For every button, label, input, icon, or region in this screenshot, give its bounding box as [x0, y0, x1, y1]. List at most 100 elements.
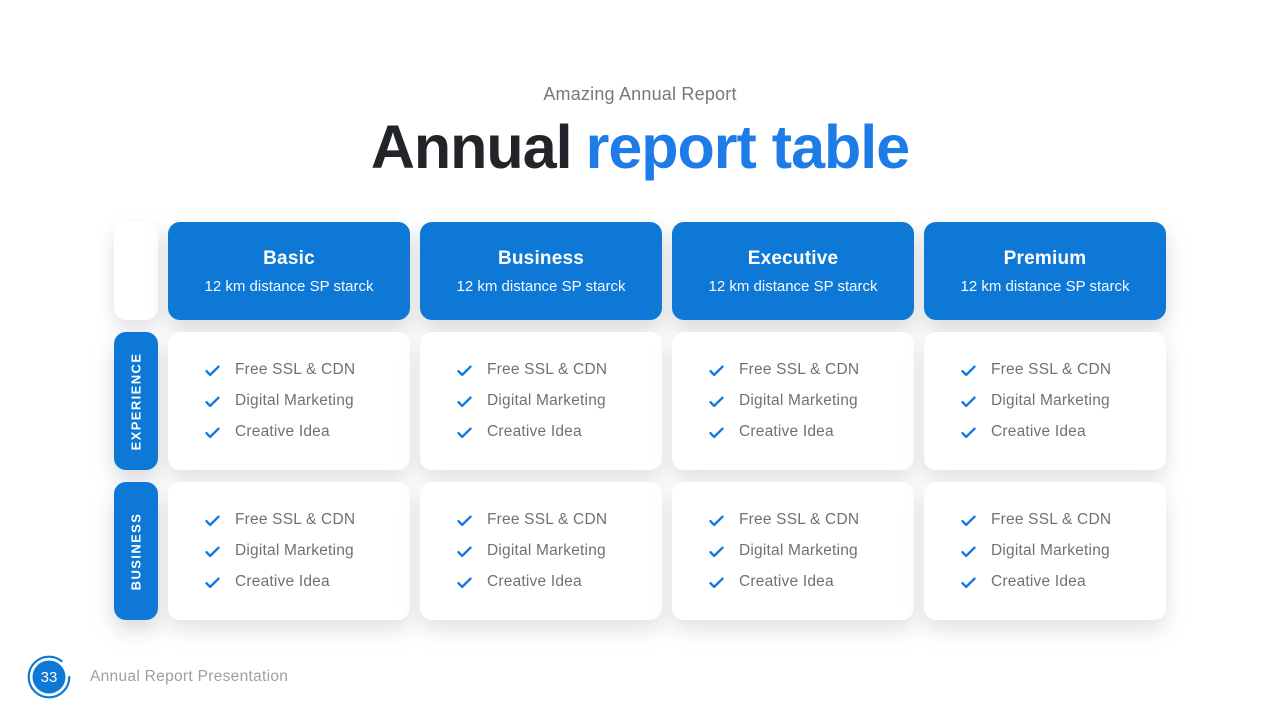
- feature-label: Digital Marketing: [739, 542, 858, 559]
- check-icon: [709, 514, 724, 526]
- feature-label: Digital Marketing: [487, 392, 606, 409]
- column-header: Premium 12 km distance SP starck: [924, 222, 1166, 320]
- check-icon: [961, 364, 976, 376]
- column-title: Basic: [263, 247, 315, 269]
- feature-item: Digital Marketing: [708, 542, 859, 560]
- check-icon: [961, 426, 976, 438]
- feature-label: Creative Idea: [739, 423, 834, 440]
- feature-list: Free SSL & CDN Digital Marketing Creativ…: [924, 361, 1111, 441]
- table-cell: Free SSL & CDN Digital Marketing Creativ…: [672, 482, 914, 620]
- check-icon: [205, 364, 220, 376]
- row-label: BUSINESS: [114, 482, 158, 620]
- column-title: Premium: [1003, 247, 1087, 269]
- feature-label: Free SSL & CDN: [991, 511, 1112, 528]
- check-icon: [709, 364, 724, 376]
- title-part-dark: Annual: [370, 113, 573, 181]
- check-icon: [457, 545, 472, 557]
- feature-item: Free SSL & CDN: [204, 361, 355, 379]
- row-label-text: EXPERIENCE: [128, 352, 144, 450]
- check-icon: [709, 426, 724, 438]
- check-icon: [457, 514, 472, 526]
- table-cell: Free SSL & CDN Digital Marketing Creativ…: [420, 482, 662, 620]
- footer-label: Annual Report Presentation: [90, 668, 289, 685]
- column-subtitle: 12 km distance SP starck: [456, 277, 626, 295]
- feature-item: Digital Marketing: [960, 542, 1111, 560]
- feature-item: Free SSL & CDN: [708, 361, 859, 379]
- feature-item: Creative Idea: [456, 423, 607, 441]
- feature-label: Digital Marketing: [235, 392, 354, 409]
- feature-item: Creative Idea: [708, 423, 859, 441]
- check-icon: [205, 576, 220, 588]
- footer: 33 Annual Report Presentation: [26, 654, 288, 700]
- table-corner-cell: [114, 222, 158, 320]
- feature-label: Free SSL & CDN: [235, 511, 356, 528]
- feature-item: Creative Idea: [708, 573, 859, 591]
- check-icon: [205, 514, 220, 526]
- feature-label: Digital Marketing: [739, 392, 858, 409]
- column-header: Business 12 km distance SP starck: [420, 222, 662, 320]
- feature-list: Free SSL & CDN Digital Marketing Creativ…: [420, 361, 607, 441]
- feature-label: Creative Idea: [487, 423, 582, 440]
- slide-subtitle: Amazing Annual Report: [543, 84, 737, 104]
- page-number: 33: [41, 669, 58, 686]
- badge-circle: [32, 660, 66, 694]
- table-cell: Free SSL & CDN Digital Marketing Creativ…: [924, 332, 1166, 470]
- check-icon: [457, 395, 472, 407]
- check-icon: [205, 395, 220, 407]
- feature-item: Creative Idea: [456, 573, 607, 591]
- feature-item: Free SSL & CDN: [960, 511, 1111, 529]
- feature-item: Digital Marketing: [204, 392, 355, 410]
- badge-ring: [27, 655, 71, 699]
- feature-label: Digital Marketing: [487, 542, 606, 559]
- check-icon: [457, 576, 472, 588]
- feature-label: Digital Marketing: [991, 392, 1110, 409]
- table-cell: Free SSL & CDN Digital Marketing Creativ…: [168, 332, 410, 470]
- column-title: Business: [497, 247, 585, 269]
- feature-label: Free SSL & CDN: [991, 361, 1112, 378]
- page-number-badge: 33: [27, 655, 71, 699]
- column-header: Executive 12 km distance SP starck: [672, 222, 914, 320]
- check-icon: [709, 545, 724, 557]
- feature-label: Free SSL & CDN: [739, 511, 860, 528]
- check-icon: [709, 576, 724, 588]
- check-icon: [205, 545, 220, 557]
- feature-label: Free SSL & CDN: [487, 361, 608, 378]
- title-part-accent: report table: [585, 113, 911, 181]
- column-subtitle: 12 km distance SP starck: [960, 277, 1130, 295]
- feature-label: Free SSL & CDN: [487, 511, 608, 528]
- check-icon: [961, 576, 976, 588]
- feature-label: Creative Idea: [487, 573, 582, 590]
- feature-label: Free SSL & CDN: [739, 361, 860, 378]
- feature-list: Free SSL & CDN Digital Marketing Creativ…: [672, 361, 859, 441]
- table-cell: Free SSL & CDN Digital Marketing Creativ…: [420, 332, 662, 470]
- feature-item: Free SSL & CDN: [708, 511, 859, 529]
- row-label-text: BUSINESS: [128, 512, 144, 590]
- feature-label: Creative Idea: [991, 573, 1086, 590]
- feature-item: Digital Marketing: [204, 542, 355, 560]
- feature-item: Creative Idea: [204, 423, 355, 441]
- feature-list: Free SSL & CDN Digital Marketing Creativ…: [168, 511, 355, 591]
- page-title: Annual report table: [0, 113, 1280, 181]
- check-icon: [961, 514, 976, 526]
- check-icon: [457, 364, 472, 376]
- feature-item: Free SSL & CDN: [456, 511, 607, 529]
- feature-label: Free SSL & CDN: [235, 361, 356, 378]
- table-cell: Free SSL & CDN Digital Marketing Creativ…: [672, 332, 914, 470]
- column-header: Basic 12 km distance SP starck: [168, 222, 410, 320]
- check-icon: [457, 426, 472, 438]
- column-subtitle: 12 km distance SP starck: [708, 277, 878, 295]
- check-icon: [961, 395, 976, 407]
- feature-item: Free SSL & CDN: [960, 361, 1111, 379]
- row-label: EXPERIENCE: [114, 332, 158, 470]
- feature-list: Free SSL & CDN Digital Marketing Creativ…: [672, 511, 859, 591]
- feature-label: Digital Marketing: [235, 542, 354, 559]
- feature-item: Digital Marketing: [708, 392, 859, 410]
- feature-label: Digital Marketing: [991, 542, 1110, 559]
- report-table: Basic 12 km distance SP starck Business …: [114, 222, 1166, 620]
- feature-list: Free SSL & CDN Digital Marketing Creativ…: [924, 511, 1111, 591]
- check-icon: [709, 395, 724, 407]
- column-title: Executive: [747, 247, 839, 269]
- feature-label: Creative Idea: [739, 573, 834, 590]
- column-subtitle: 12 km distance SP starck: [204, 277, 374, 295]
